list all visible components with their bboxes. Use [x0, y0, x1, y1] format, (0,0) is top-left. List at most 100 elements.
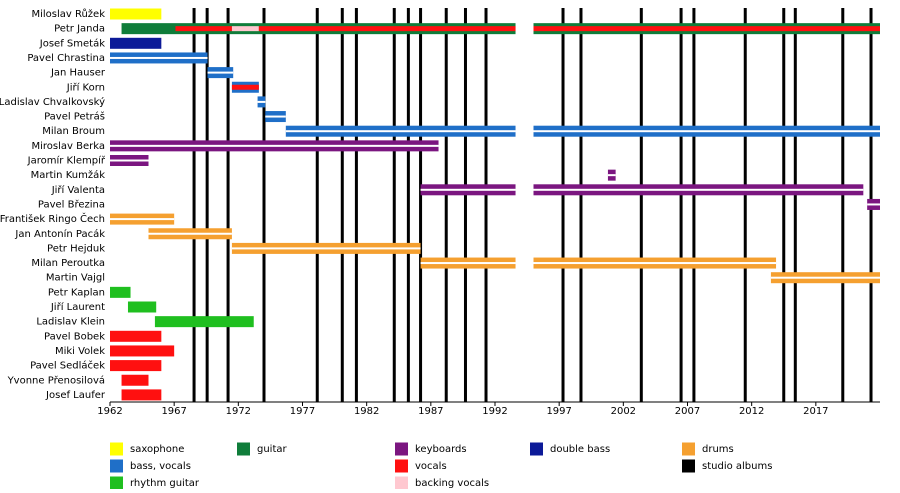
span-stripe: [110, 159, 149, 162]
span-bar: [127, 301, 157, 313]
span-bar: [154, 316, 254, 328]
accent-bar: [258, 26, 516, 32]
accent-bar: [231, 26, 259, 32]
legend-swatch: [530, 442, 543, 456]
x-tick-label: 2012: [739, 406, 764, 417]
album-line: [743, 8, 747, 402]
album-line: [340, 8, 344, 402]
span-stripe: [265, 115, 286, 118]
member-name: Petr Janda: [54, 24, 105, 35]
album-line: [679, 8, 683, 402]
member-name: František Ringo Čech: [0, 212, 105, 225]
album-line: [354, 8, 358, 402]
legend-label: keyboards: [415, 444, 467, 455]
album-line: [782, 8, 786, 402]
album-line: [315, 8, 319, 402]
legend-label: double bass: [550, 444, 610, 455]
span-bar: [110, 330, 162, 342]
album-line: [444, 8, 448, 402]
member-name: Milan Broum: [42, 126, 105, 137]
legend-label: drums: [702, 444, 734, 455]
legend-label: rhythm guitar: [130, 478, 200, 489]
span-stripe: [110, 144, 439, 147]
album-line: [406, 8, 410, 402]
span-stripe: [867, 203, 880, 206]
span-stripe: [257, 100, 266, 103]
member-name: Pavel Březina: [38, 198, 105, 210]
album-line: [205, 8, 209, 402]
x-tick-label: 1967: [161, 406, 186, 417]
x-tick-label: 1992: [482, 406, 507, 417]
album-line: [561, 8, 565, 402]
accent-bar: [175, 26, 232, 32]
x-tick-label: 1997: [546, 406, 571, 417]
span-stripe: [770, 276, 880, 279]
x-tick-label: 1972: [226, 406, 251, 417]
span-stripe: [110, 218, 175, 221]
album-line: [639, 8, 643, 402]
member-name: Petr Hejduk: [47, 243, 105, 254]
member-name: Pavel Bobek: [44, 331, 105, 342]
member-name: Jan Hauser: [50, 68, 106, 79]
member-name: Martin Kumžák: [31, 169, 106, 181]
member-name: Ladislav Chvalkovský: [0, 96, 105, 108]
x-tick-label: 1987: [418, 406, 443, 417]
span-stripe: [207, 71, 234, 74]
album-line: [419, 8, 423, 402]
legend-label: backing vocals: [415, 478, 489, 489]
member-name: Ladislav Klein: [36, 317, 105, 328]
x-tick-label: 2017: [803, 406, 828, 417]
span-stripe: [148, 232, 232, 235]
legend-label: guitar: [257, 444, 288, 455]
legend-swatch: [682, 442, 695, 456]
album-line: [463, 8, 467, 402]
x-tick-label: 1962: [97, 406, 122, 417]
span-stripe: [420, 262, 516, 265]
legend-label: bass, vocals: [130, 461, 191, 472]
member-name: Josef Smeták: [39, 37, 105, 49]
member-name: Pavel Sedláček: [30, 360, 105, 372]
album-line: [484, 8, 488, 402]
span-stripe: [533, 262, 777, 265]
span-bar: [121, 374, 149, 386]
legend-swatch: [237, 442, 250, 456]
legend-swatch: [395, 476, 408, 490]
album-line: [692, 8, 696, 402]
x-tick-label: 1982: [354, 406, 379, 417]
album-line: [262, 8, 266, 402]
member-name: Yvonne Přenosilová: [7, 374, 105, 386]
member-name: Jiří Valenta: [51, 184, 105, 196]
span-stripe: [533, 188, 864, 191]
legend-label: studio albums: [702, 461, 772, 472]
album-line: [192, 8, 196, 402]
member-name: Josef Laufer: [45, 390, 106, 401]
legend-swatch: [110, 476, 123, 490]
member-name: Martin Vajgl: [46, 273, 105, 284]
accent-bar: [533, 26, 880, 32]
span-bar: [110, 8, 162, 20]
member-name: Pavel Chrastina: [27, 53, 105, 64]
legend-swatch: [395, 442, 408, 456]
span-stripe: [607, 174, 616, 177]
member-name: Miloslav Růžek: [31, 8, 105, 20]
legend-swatch: [110, 459, 123, 473]
span-bar: [110, 345, 175, 357]
x-tick-label: 2002: [611, 406, 636, 417]
legend-label: vocals: [415, 461, 447, 472]
member-name: Jiří Laurent: [50, 301, 105, 313]
span-stripe: [110, 56, 208, 59]
album-line: [841, 8, 845, 402]
member-name: Jaromír Klempíř: [27, 155, 106, 167]
span-bar: [110, 286, 131, 298]
album-line: [226, 8, 230, 402]
x-tick-label: 1977: [290, 406, 315, 417]
member-name: Jan Antonín Pacák: [14, 228, 105, 240]
member-name: Miki Volek: [55, 346, 105, 357]
accent-bar: [231, 84, 259, 90]
span-stripe: [420, 188, 516, 191]
span-stripe: [231, 247, 421, 250]
legend-swatch: [395, 459, 408, 473]
x-tick-label: 2007: [675, 406, 700, 417]
member-name: Miroslav Berka: [32, 141, 106, 152]
legend-swatch: [110, 442, 123, 456]
